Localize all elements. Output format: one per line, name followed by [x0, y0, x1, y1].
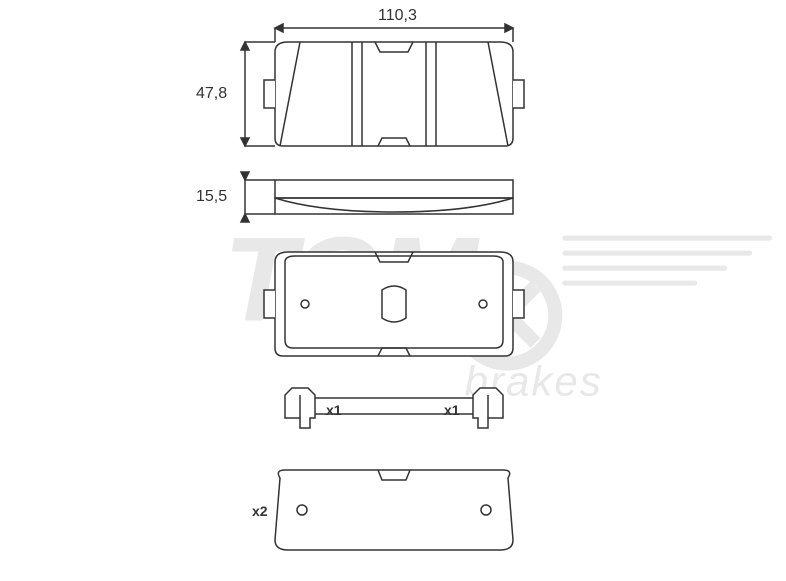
- brake-pad-front-2: [264, 252, 524, 356]
- brake-pad-front-1: [264, 42, 524, 146]
- technical-drawing: [0, 0, 786, 581]
- brake-pad-side: [275, 180, 513, 214]
- shim-plate: [275, 470, 513, 550]
- retaining-clips: [285, 388, 503, 428]
